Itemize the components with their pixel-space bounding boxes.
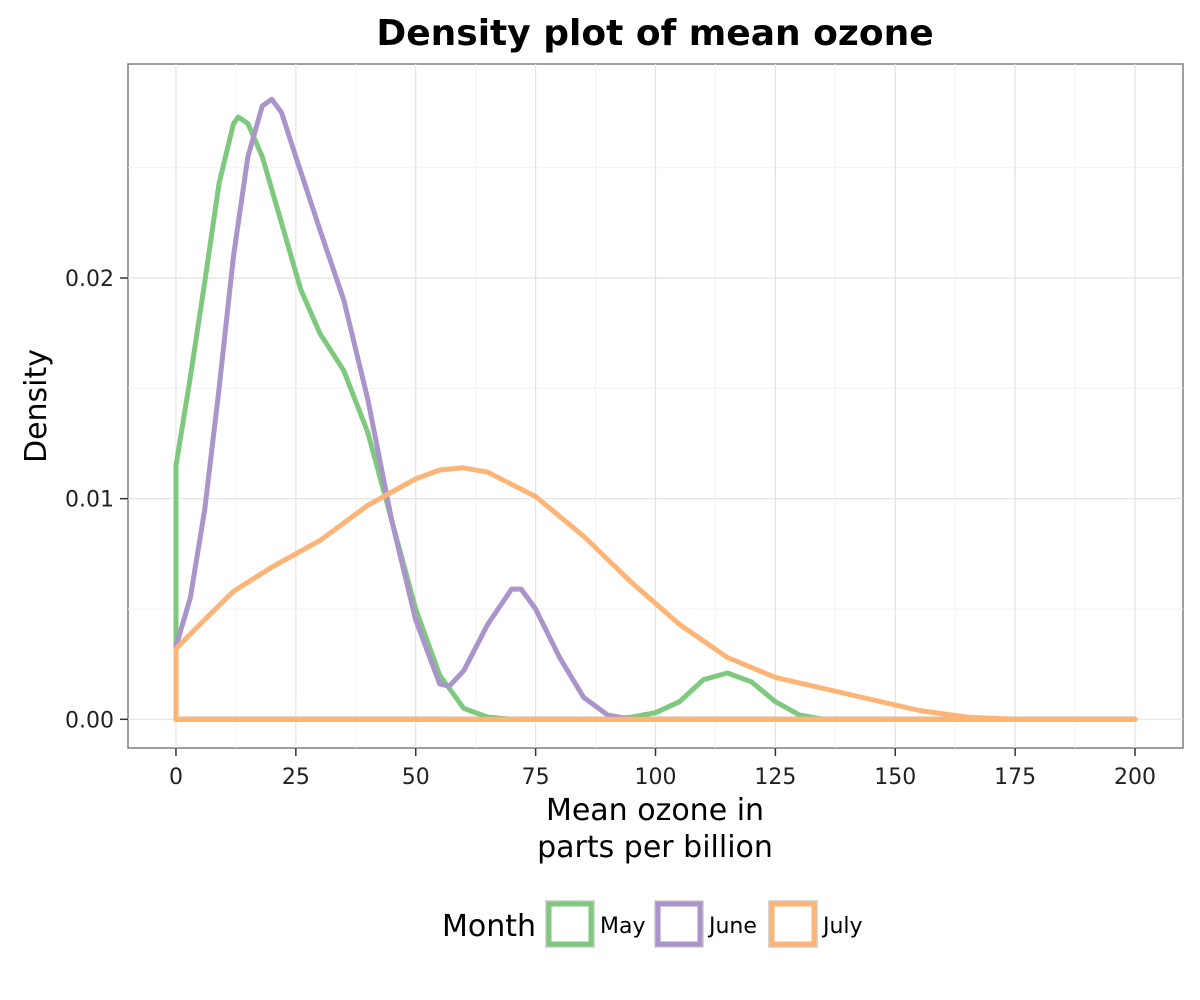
- x-tick-label: 125: [754, 765, 796, 790]
- x-axis-title-line-2: parts per billion: [537, 830, 773, 865]
- legend: Month May June July: [442, 900, 863, 948]
- x-axis-ticks: 0 25 50 75 100 125 150 175 200: [169, 748, 1156, 790]
- x-tick-label: 150: [874, 765, 916, 790]
- x-axis-title-line-1: Mean ozone in: [546, 793, 764, 828]
- legend-swatch-may: [546, 901, 594, 947]
- x-tick-label: 75: [522, 765, 550, 790]
- series-line-may: [173, 114, 1138, 722]
- legend-items: May June July: [545, 900, 863, 948]
- y-tick-label: 0.00: [65, 708, 114, 733]
- x-tick-label: 50: [402, 765, 430, 790]
- legend-label-july: July: [821, 914, 863, 939]
- legend-swatch-july: [769, 901, 817, 947]
- chart-title: Density plot of mean ozone: [376, 13, 933, 54]
- legend-title: Month: [442, 909, 536, 944]
- x-tick-label: 100: [635, 765, 677, 790]
- x-tick-label: 25: [282, 765, 310, 790]
- x-tick-label: 175: [994, 765, 1036, 790]
- y-tick-label: 0.01: [65, 488, 114, 513]
- y-tick-label: 0.02: [65, 267, 114, 292]
- y-axis-title: Density: [19, 349, 54, 463]
- legend-label-june: June: [707, 914, 757, 939]
- density-lines: [173, 96, 1138, 722]
- legend-swatch-june: [655, 901, 703, 947]
- y-axis-ticks: 0.00 0.01 0.02: [65, 267, 128, 733]
- series-line-july: [173, 465, 1138, 722]
- series-line-june: [173, 96, 1138, 722]
- x-tick-label: 200: [1114, 765, 1156, 790]
- x-tick-label: 0: [169, 765, 183, 790]
- legend-label-may: May: [600, 914, 645, 939]
